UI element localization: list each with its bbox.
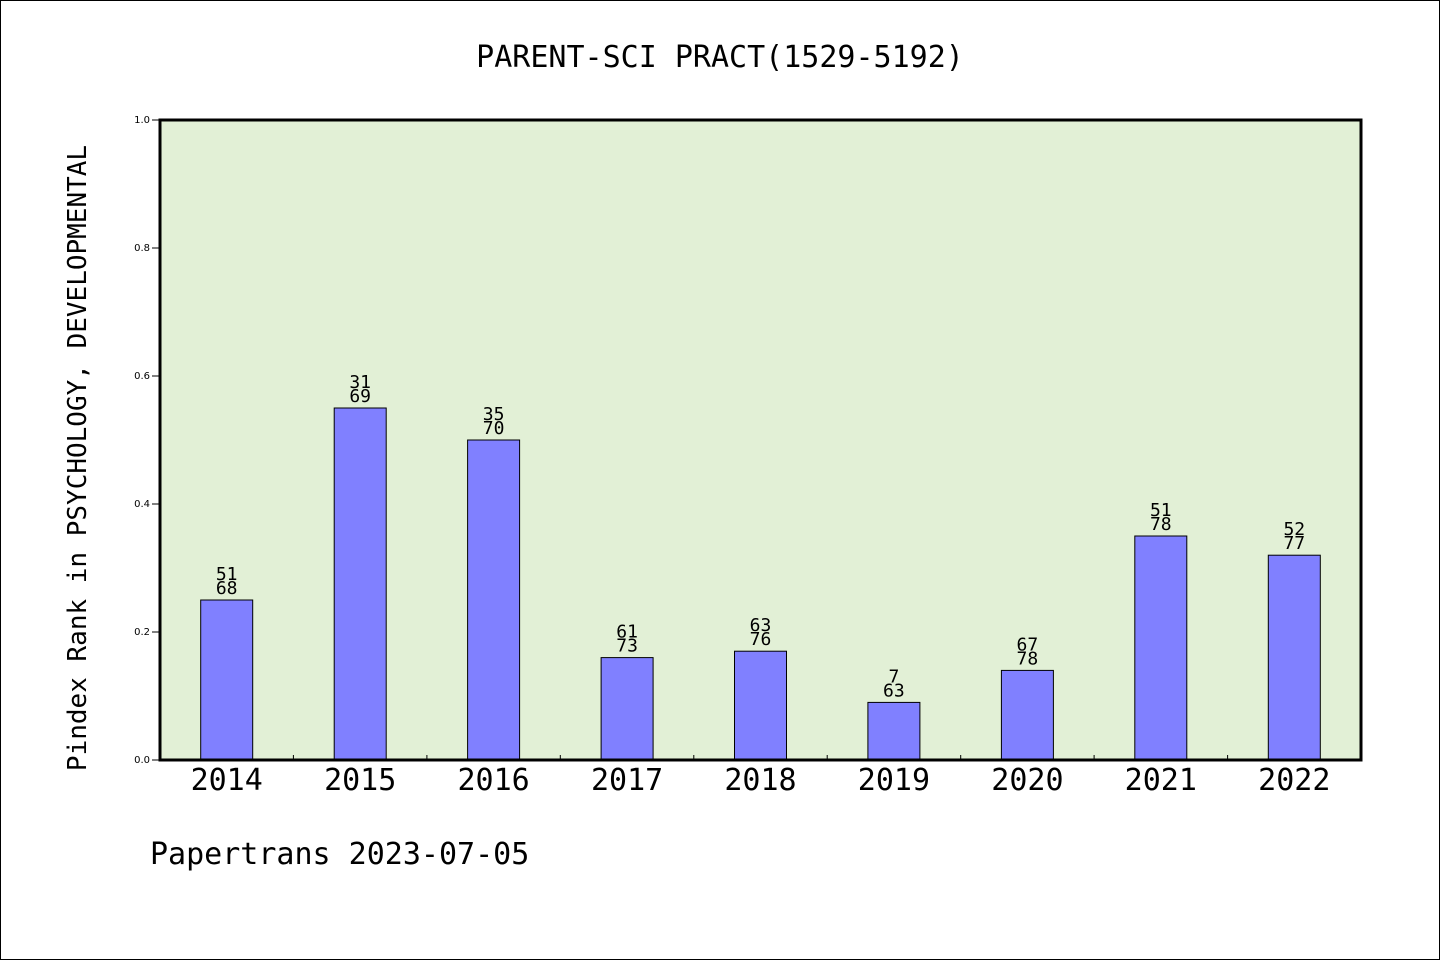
y-tick-label: 0.2 [134,627,150,638]
bar-2020 [1000,669,1054,761]
bar-label-bottom: 69 [349,386,371,407]
bar-label-bottom: 78 [1017,648,1039,669]
bar-label-bottom: 70 [483,418,505,439]
x-tick-label: 2014 [191,763,263,798]
bar-label-bottom: 63 [883,680,905,701]
bar-label-bottom: 76 [750,629,772,650]
x-tick-label: 2018 [724,763,796,798]
bar-2015 [333,407,387,761]
y-tick-label: 0.0 [134,755,150,766]
bar-label-bottom: 73 [616,636,638,657]
bar-label-bottom: 78 [1150,514,1172,535]
bar-label-top: 61 [616,622,638,643]
bar-label-top: 63 [750,615,772,636]
chart-title: PARENT-SCI PRACT(1529-5192) [476,40,964,75]
x-tick-label: 2017 [591,763,663,798]
bar-2019 [867,701,921,761]
x-axis: 2014 2015 2016 2017 2018 2019 2020 2021 2022 [191,755,1330,798]
y-axis: 0.0 0.2 0.4 0.6 0.8 1.0 [134,115,160,766]
bar-label-top: 52 [1283,519,1305,540]
bar-label-bottom: 77 [1283,533,1305,554]
bar-label-top: 51 [216,564,238,585]
x-tick-label: 2020 [991,763,1063,798]
bar-2017 [600,657,654,761]
bar-label-top: 35 [483,404,505,425]
y-tick-label: 0.8 [134,243,150,254]
bar-series [200,407,1321,761]
footer-source: Papertrans 2023-07-05 [150,837,529,872]
bar-label-top: 67 [1017,634,1039,655]
y-tick-label: 0.6 [134,371,150,382]
x-tick-label: 2021 [1125,763,1197,798]
x-tick-label: 2015 [324,763,396,798]
bar-2018 [734,650,787,761]
bar-2014 [200,599,254,761]
bar-2022 [1267,554,1321,761]
bar-label-top: 31 [349,372,371,393]
bar-2016 [467,439,521,761]
bar-label-bottom: 68 [216,578,238,599]
y-tick-label: 1.0 [134,115,150,126]
bar-label-top: 7 [888,666,899,687]
x-tick-label: 2016 [457,763,529,798]
x-tick-label: 2022 [1258,763,1330,798]
plot-border [158,118,1363,762]
y-tick-label: 0.4 [134,499,150,510]
bar-label-top: 51 [1150,500,1172,521]
x-tick-label: 2019 [858,763,930,798]
bar-2021 [1134,535,1188,761]
y-axis-label: Pindex Rank in PSYCHOLOGY, DEVELOPMENTAL [63,145,93,771]
